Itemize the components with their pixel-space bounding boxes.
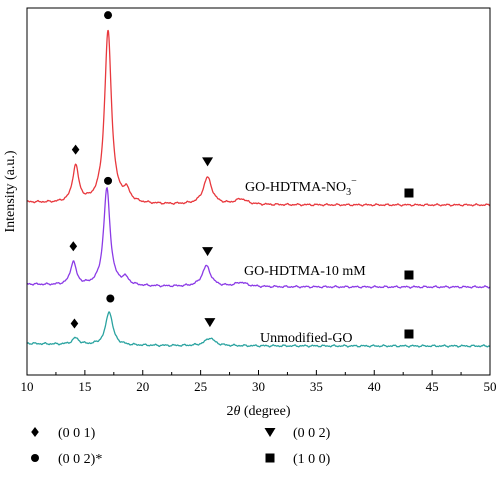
legend-label: (1 0 0) <box>293 452 331 467</box>
x-tick-label: 15 <box>78 379 91 394</box>
peak-marker-square <box>404 270 414 280</box>
legend-label: (0 0 2) <box>293 426 331 441</box>
legend-diamond-icon <box>31 427 39 437</box>
peak-marker-square <box>404 329 414 339</box>
x-tick-label: 30 <box>252 379 265 394</box>
legend-label: (0 0 1) <box>58 426 96 441</box>
x-tick-label: 40 <box>368 379 381 394</box>
x-tick-label: 25 <box>194 379 207 394</box>
peak-marker-circle <box>104 11 113 20</box>
series-label-2: GO-HDTMA-10 mM <box>244 264 366 279</box>
legend-circle-icon <box>31 454 39 462</box>
peak-marker-diamond <box>69 241 78 252</box>
legend-label: (0 0 2)* <box>58 452 102 467</box>
x-tick-label: 50 <box>484 379 497 394</box>
peak-marker-circle <box>106 294 115 303</box>
peak-marker-circle <box>104 176 113 185</box>
peak-marker-triangle <box>202 157 214 167</box>
peak-marker-diamond <box>71 144 80 155</box>
y-axis-title: Intensity (a.u.) <box>3 150 18 232</box>
series-layer <box>26 29 491 348</box>
legend-square-icon <box>265 453 275 463</box>
series-labels: GO-HDTMA-NO3− GO-HDTMA-10 mM Unmodified-GO <box>244 176 366 346</box>
peak-marker-diamond <box>70 318 79 329</box>
x-axis-title: 2θ (degree) <box>226 404 290 419</box>
series-label-1: GO-HDTMA-NO3− <box>245 176 357 198</box>
series-line-1 <box>26 29 491 207</box>
x-tick-label: 45 <box>426 379 439 394</box>
series-label-3: Unmodified-GO <box>260 331 353 346</box>
peak-markers <box>69 11 414 339</box>
axes: 10 15 20 25 30 35 40 45 50 2θ (degree) Intensity (… <box>3 7 497 419</box>
x-tick-label: 10 <box>21 379 34 394</box>
x-tick-label: 20 <box>136 379 149 394</box>
series-line-2 <box>26 186 491 289</box>
series-line-3 <box>26 311 491 348</box>
peak-marker-square <box>404 188 414 198</box>
x-tick-label: 35 <box>310 379 323 394</box>
peak-marker-triangle <box>204 318 216 328</box>
legend: (0 0 1) (0 0 2) (0 0 2)* (1 0 0) <box>31 426 331 467</box>
peak-marker-triangle <box>202 247 214 257</box>
legend-triangle-icon <box>264 428 276 437</box>
